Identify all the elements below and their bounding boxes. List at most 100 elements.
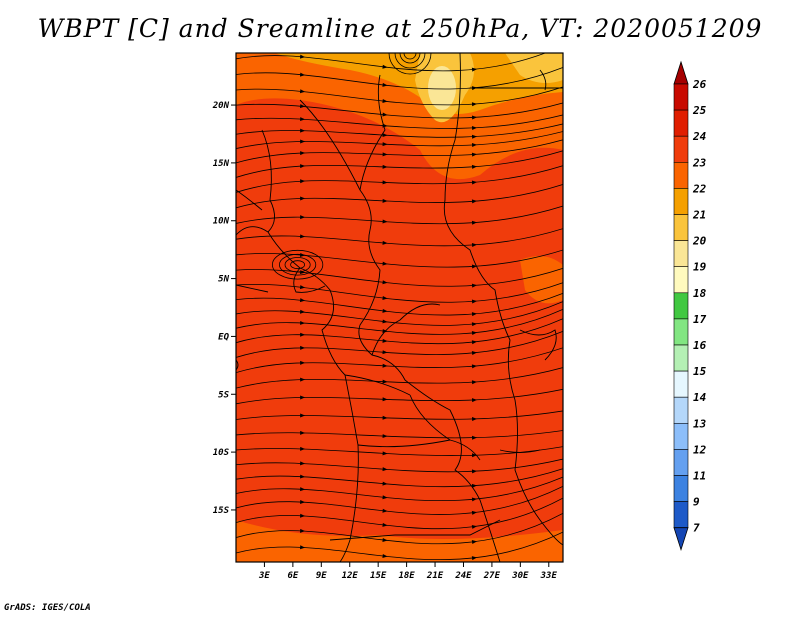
streamline-arrow <box>382 261 388 266</box>
streamline-arrow <box>471 398 478 403</box>
colorbar-label: 20 <box>692 235 707 248</box>
colorbar-segment <box>673 318 689 346</box>
streamline-arrow <box>471 497 478 502</box>
streamline-arrow <box>471 340 478 345</box>
streamline-arrow <box>300 487 306 492</box>
streamline-arrow <box>300 499 306 504</box>
colorbar-segment <box>673 396 689 424</box>
streamline-arrow <box>382 467 388 472</box>
vortex-ring <box>272 249 324 280</box>
streamline-arrow <box>382 164 388 169</box>
streamline-arrow <box>382 308 388 313</box>
streamline-arrow <box>300 117 306 122</box>
streamline-arrow <box>382 319 388 324</box>
axis-ticks: 20N 15N 10N 5N EQ 5S 10S 15S 3E 6E 9E 12E 15E 18E 21E 2… <box>212 101 558 581</box>
streamline-arrow <box>471 126 478 131</box>
streamline-arrow <box>382 379 388 384</box>
streamline-arrow <box>471 380 478 385</box>
streamline-arrow <box>382 64 388 69</box>
lat-tick-label: 5S <box>218 390 229 400</box>
streamline-arrow <box>471 556 478 561</box>
streamline-arrow <box>382 133 388 138</box>
streamline-arrow <box>382 280 388 285</box>
lon-tick-label: 12E <box>342 571 359 581</box>
streamline-arrow <box>471 220 478 225</box>
streamline-arrow <box>471 416 478 421</box>
streamline-arrow <box>382 363 388 368</box>
streamline-arrow <box>382 295 388 300</box>
streamline-arrow <box>300 320 306 325</box>
streamline-arrow <box>471 299 478 304</box>
colorbar-label: 11 <box>693 470 706 483</box>
streamline-arrow <box>299 309 306 314</box>
streamline-arrow <box>382 451 388 456</box>
streamline-arrow <box>382 495 388 500</box>
colorbar-segment <box>673 344 689 372</box>
anticyclone-ring <box>403 53 417 60</box>
streamline-arrow <box>471 102 478 107</box>
streamline-arrow <box>471 264 478 269</box>
streamline-arrow <box>471 469 478 474</box>
lon-tick-label: 6E <box>287 571 298 581</box>
streamline-arrow <box>300 528 306 533</box>
streamline-arrow <box>471 331 478 336</box>
colorbar-label: 26 <box>692 78 707 91</box>
streamline-arrow <box>382 481 388 486</box>
lat-tick-label: 10N <box>213 217 230 227</box>
colorbar-label: 25 <box>692 104 707 117</box>
streamline-arrow <box>471 152 478 157</box>
colorbar-label: 12 <box>693 443 707 456</box>
lon-tick-label: 3E <box>258 571 270 581</box>
colorbar-segment <box>673 449 689 476</box>
streamline-arrow <box>471 453 478 458</box>
lat-tick-label: 20N <box>212 101 230 111</box>
colorbar-segment <box>673 292 689 320</box>
anticyclone-ring <box>394 53 426 69</box>
contour-22-east <box>520 256 563 304</box>
streamline-arrow <box>471 435 478 440</box>
anticyclone-ring <box>399 53 421 64</box>
streamline-arrow <box>300 215 306 220</box>
lon-tick-label: 18E <box>398 571 415 581</box>
streamline-arrow <box>300 474 306 479</box>
colorbar-segment <box>673 422 689 450</box>
streamline-arrow <box>300 179 306 184</box>
streamline-arrow <box>300 151 306 156</box>
colorbar-segment <box>673 266 689 294</box>
streamline-arrow <box>382 198 388 203</box>
streamline-arrow <box>471 164 478 169</box>
streamline-arrow <box>382 350 388 355</box>
colorbar-segment <box>673 240 689 268</box>
streamline-arrow <box>471 524 478 529</box>
streamline-arrow <box>300 377 306 382</box>
streamline-arrow <box>300 128 306 133</box>
streamline-arrow <box>299 54 306 59</box>
streamline-arrow <box>300 395 306 400</box>
streamline-arrow <box>471 199 478 204</box>
streamline-arrow <box>382 82 388 87</box>
colorbar-segment <box>673 162 689 189</box>
lon-tick-label: 21E <box>426 571 444 581</box>
lon-tick-label: 27E <box>483 571 501 581</box>
colorbar-label: 13 <box>693 417 707 430</box>
streamline-arrow <box>382 180 388 185</box>
streamline-arrow <box>299 72 306 77</box>
streamline-arrow <box>299 298 306 303</box>
colorbar-label: 19 <box>693 261 707 274</box>
streamline-arrow <box>471 540 478 544</box>
streamline-arrow <box>299 89 306 94</box>
colorbar-segment <box>673 370 689 398</box>
lat-tick-label: 10S <box>213 448 230 458</box>
colorbar-label: 21 <box>692 209 706 222</box>
lat-tick-label: 5N <box>218 275 229 285</box>
lon-tick-label: 33E <box>540 571 558 581</box>
streamline-arrow <box>300 513 306 518</box>
streamline-arrow <box>382 434 388 439</box>
streamline-arrow <box>299 285 306 290</box>
colorbar-label: 15 <box>693 365 707 378</box>
chart-title: WBPT [C] and Sreamline at 250hPa, VT: 20… <box>37 14 763 43</box>
streamline-arrow <box>300 196 306 201</box>
streamline-arrow <box>299 104 306 109</box>
lat-tick-label: 15N <box>213 159 230 169</box>
colorbar-label: 16 <box>693 339 707 352</box>
